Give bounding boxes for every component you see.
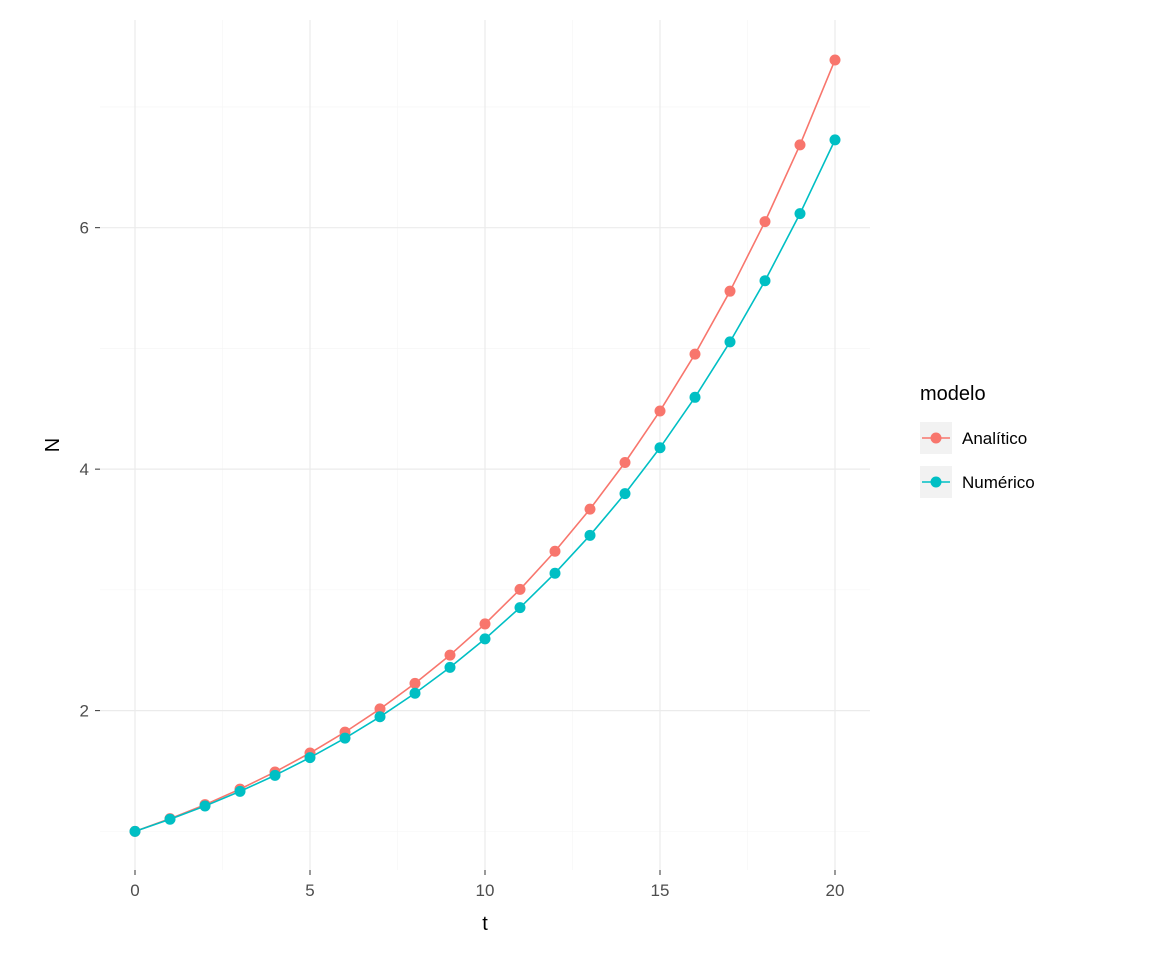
data-point [410, 678, 421, 689]
data-point [200, 801, 211, 812]
data-point [725, 286, 736, 297]
data-point [690, 392, 701, 403]
chart-panel: 0 5 10 15 20 t 2 4 6 Nmodelo Analítico Numérico [0, 0, 1152, 960]
legend-item-label: Analítico [962, 429, 1027, 448]
data-point [655, 442, 666, 453]
data-point [410, 688, 421, 699]
x-tick-label: 0 [130, 881, 139, 900]
data-point [550, 568, 561, 579]
data-point [760, 275, 771, 286]
data-point [165, 814, 176, 825]
y-tick-label: 2 [80, 702, 89, 721]
data-point [585, 530, 596, 541]
legend-item-label: Numérico [962, 473, 1035, 492]
data-point [270, 770, 281, 781]
x-tick-label: 20 [826, 881, 845, 900]
legend-title: modelo [920, 383, 986, 405]
data-point [725, 336, 736, 347]
x-axis-label: t [482, 913, 488, 935]
y-tick-label: 4 [80, 460, 89, 479]
data-point [795, 139, 806, 150]
data-point [830, 54, 841, 65]
data-point [235, 786, 246, 797]
data-point [585, 504, 596, 515]
data-point [130, 826, 141, 837]
data-point [305, 752, 316, 763]
x-tick-label: 5 [305, 881, 314, 900]
data-point [760, 216, 771, 227]
data-point [480, 618, 491, 629]
data-point [515, 602, 526, 613]
data-point [620, 488, 631, 499]
x-tick-label: 15 [651, 881, 670, 900]
data-point [515, 584, 526, 595]
data-point [795, 208, 806, 219]
data-point [550, 546, 561, 557]
data-point [445, 662, 456, 673]
data-point [375, 711, 386, 722]
x-tick-label: 10 [476, 881, 495, 900]
data-point [340, 733, 351, 744]
y-axis-label: N [42, 438, 64, 452]
data-point [480, 633, 491, 644]
data-point [445, 650, 456, 661]
data-point [830, 134, 841, 145]
data-point [655, 405, 666, 416]
y-tick-label: 6 [80, 219, 89, 238]
data-point [690, 349, 701, 360]
data-point [620, 457, 631, 468]
